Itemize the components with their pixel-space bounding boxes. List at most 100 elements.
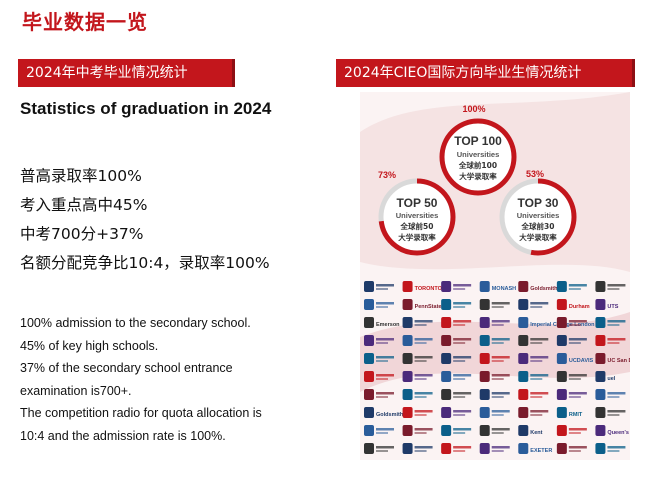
crest-icon [556,425,567,436]
ring-cn-line: 大学录取率 [459,171,497,181]
crest-icon [479,281,490,292]
university-logo: TORONTO [402,281,443,292]
logo-wordmark [530,378,543,380]
logo-wordmark [376,360,388,362]
logo-wordmark [453,450,466,452]
university-logo [441,425,472,436]
logo-wordmark [376,378,388,380]
university-logo [364,299,394,310]
logo-wordmark [607,320,626,323]
university-name: TORONTO [415,286,443,292]
logo-wordmark [376,450,388,452]
crest-icon [556,335,567,346]
university-logo [479,389,510,400]
logo-wordmark [491,432,504,434]
logo-wordmark [568,428,587,431]
ring-percent-label: 73% [378,170,396,180]
university-logo [556,443,587,454]
university-name: MONASH [492,286,516,292]
university-logo: Durham [556,299,590,310]
university-logo [595,281,626,292]
university-logo [595,443,626,454]
crest-icon [364,407,374,418]
right-banner: 2024年CIEO国际方向毕业生情况统计 [336,59,635,87]
logo-wordmark [607,392,626,395]
crest-icon [518,281,529,292]
university-logo [479,443,510,454]
university-name: UTS [607,304,618,310]
crest-icon [364,443,374,454]
university-logo [595,317,626,328]
university-logo [402,371,433,382]
logo-wordmark [414,360,427,362]
crest-icon [556,299,567,310]
logo-wordmark [491,378,504,380]
logo-wordmark [414,342,427,344]
logo-wordmark [453,392,472,395]
logo-wordmark [607,338,626,341]
logo-wordmark [568,342,581,344]
logo-wordmark [453,410,472,413]
crest-icon [364,353,374,364]
logo-wordmark [530,410,549,413]
logo-wordmark [568,324,581,326]
ring-top-label: TOP 30 [518,196,559,210]
crest-icon [441,371,452,382]
logo-wordmark [453,378,466,380]
logo-wordmark [453,356,472,359]
logo-wordmark [491,302,510,305]
university-logo [556,335,587,346]
logo-wordmark [414,414,427,416]
logo-wordmark [530,356,549,359]
logo-wordmark [491,396,504,398]
logo-wordmark [376,428,394,431]
university-logo [556,281,587,292]
stat-line: 中考700分+37% [20,225,144,243]
logo-wordmark [568,392,587,395]
university-logo [479,299,510,310]
logo-wordmark [414,374,433,377]
description-line: The competition radio for quota allocati… [20,406,262,420]
logo-wordmark [530,392,549,395]
university-logo: UC San Diego [595,353,630,364]
logo-wordmark [530,338,549,341]
crest-icon [479,443,490,454]
crest-icon [479,353,490,364]
university-logo [364,371,394,382]
university-name: Queen's [607,430,628,436]
ring-cn-line: 全球前30 [521,221,555,231]
logo-wordmark [491,356,510,359]
crest-icon [595,389,606,400]
university-name: RMIT [569,412,583,418]
university-logo: UTS [595,299,619,310]
university-logo-grid: TORONTO MONASH Goldsmiths PennState Durham UT… [364,281,630,454]
logo-wordmark [376,392,394,395]
university-name: Goldsmiths [376,412,406,418]
logo-wordmark [453,414,466,416]
university-logo [364,353,394,364]
logo-wordmark [414,432,427,434]
logo-wordmark [376,306,388,308]
crest-icon [364,281,374,292]
crest-icon [595,353,606,364]
university-logo: MONASH [479,281,516,292]
crest-icon [518,335,529,346]
logo-wordmark [568,450,581,452]
rings-infographic: 100% TOP 100 Universities 全球前100 大学录取率 7… [360,92,630,460]
logo-wordmark [414,446,433,449]
logo-wordmark [530,360,543,362]
university-logo [556,425,587,436]
university-name: uel [607,376,615,382]
logo-wordmark [453,338,472,341]
crest-icon [518,443,529,454]
crest-icon [402,425,413,436]
logo-wordmark [530,342,543,344]
ring-cn-line: 全球前50 [400,221,434,231]
university-name: Durham [569,304,590,310]
logo-wordmark [414,320,433,323]
logo-wordmark [568,288,581,290]
crest-icon [441,353,452,364]
logo-wordmark [568,284,587,287]
crest-icon [556,407,567,418]
university-logo [441,407,472,418]
